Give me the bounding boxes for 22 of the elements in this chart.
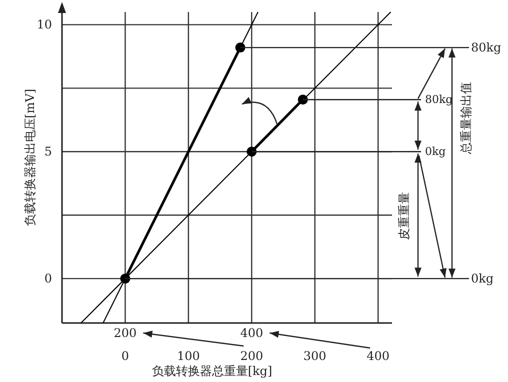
x-axis-title: 负载转换器总重量[kg] <box>152 364 272 378</box>
x-tick-label: 0 <box>121 349 130 363</box>
y-tick-label: 10 <box>36 18 52 32</box>
x-tick-label: 400 <box>366 349 390 363</box>
point <box>120 274 130 284</box>
x-tick-label: 100 <box>176 349 200 363</box>
x-tick-label: 300 <box>303 349 326 363</box>
y-tick-label: 0 <box>44 272 52 286</box>
x-tick-label: 200 <box>240 349 264 363</box>
text: 总重量输出值 <box>459 82 473 155</box>
point <box>246 146 257 157</box>
annotation: 80kg <box>425 93 453 106</box>
point <box>298 94 308 105</box>
text: 皮重重量 <box>397 192 411 240</box>
text: 400 <box>240 326 264 340</box>
text: 200 <box>114 326 137 340</box>
point <box>235 42 246 53</box>
annotation: 0kg <box>471 272 494 286</box>
y-axis-title: 负载转换器输出电压[mV] <box>23 88 37 226</box>
annotation: 0kg <box>425 145 446 158</box>
y-tick-label: 5 <box>44 144 52 159</box>
annotation: 80kg <box>471 40 502 55</box>
